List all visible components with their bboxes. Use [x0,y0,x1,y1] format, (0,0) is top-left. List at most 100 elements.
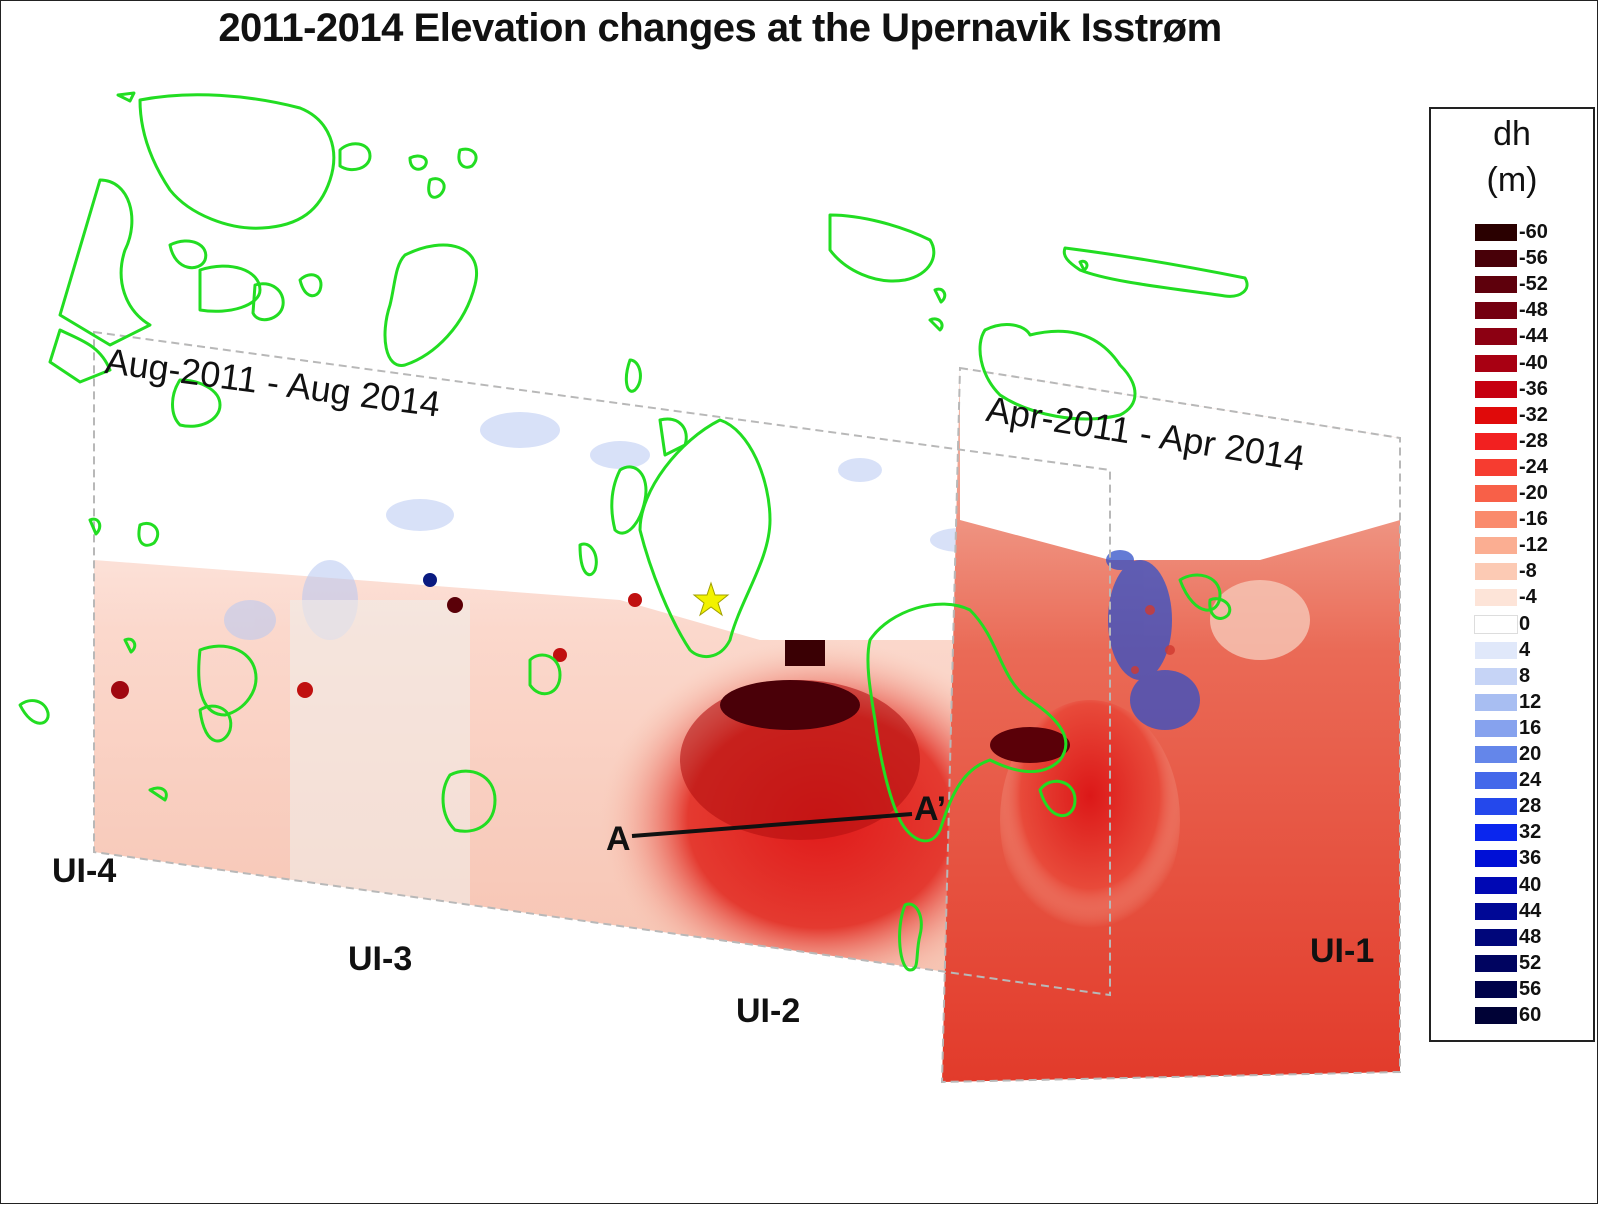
legend-value: 20 [1519,743,1542,765]
legend-swatch [1475,824,1517,842]
legend-value: 36 [1519,847,1542,870]
scene-extent-borders [93,330,1401,1084]
legend-entry: 32 [1431,819,1593,845]
legend-swatch [1475,693,1517,711]
legend-value: 12 [1519,690,1542,713]
legend-entry: 60 [1431,1002,1593,1028]
legend-entry: 52 [1431,950,1593,976]
legend-value: 32 [1519,821,1542,844]
legend-value: 40 [1519,873,1542,896]
profile-end-label: A’ [914,790,947,828]
legend-swatch [1475,980,1517,998]
glacier-label-ui4: UI-4 [52,852,117,890]
legend-swatch [1475,302,1517,320]
legend-swatch [1475,354,1517,372]
legend-value: -36 [1519,377,1548,400]
legend-value: 48 [1519,925,1542,948]
legend-swatch [1475,954,1517,972]
legend-value: -48 [1519,299,1548,322]
legend-value: 16 [1519,716,1542,739]
glacier-label-ui1: UI-1 [1310,932,1375,970]
right-dem-scene [942,368,1400,1082]
legend-unit: (m) [1486,161,1538,199]
legend-entry: -12 [1431,532,1593,558]
legend-entry: -32 [1431,402,1593,428]
legend-value: 56 [1519,977,1542,1000]
legend-value: -56 [1519,247,1548,270]
legend-swatch [1475,328,1517,346]
legend-entry: -8 [1431,558,1593,584]
legend-entry: 36 [1431,845,1593,871]
legend-value: -20 [1519,482,1548,504]
legend-swatch [1474,614,1518,634]
legend-value: -32 [1519,403,1548,426]
legend-swatch [1475,485,1517,502]
legend-swatch [1475,746,1517,763]
legend-swatch [1475,772,1517,790]
legend-swatch [1475,511,1517,529]
legend-entry: 20 [1431,741,1593,767]
legend-swatch [1475,667,1517,685]
legend-value: 60 [1519,1004,1542,1026]
legend-value: -44 [1519,325,1548,348]
legend-swatch [1475,1007,1517,1024]
legend-swatch [1475,589,1517,607]
profile-line [631,812,913,838]
legend-swatch [1475,380,1517,398]
legend-entry: 12 [1431,689,1593,715]
legend-entry: 40 [1431,872,1593,898]
legend-entry: -4 [1431,584,1593,610]
legend-value: 0 [1519,612,1531,635]
legend-swatch [1475,798,1517,816]
legend-swatch [1475,224,1517,241]
legend-entry: -56 [1431,245,1593,271]
legend-entry: -20 [1431,480,1593,506]
legend-swatch [1475,563,1517,581]
legend-value: 28 [1519,795,1542,818]
legend-value: 4 [1519,638,1531,661]
legend-swatch [1475,876,1517,894]
legend-value: 52 [1519,951,1542,974]
profile-start-label: A [606,820,631,858]
legend-entry: -40 [1431,350,1593,376]
legend-swatch [1475,537,1517,555]
legend-entry: 28 [1431,793,1593,819]
legend-entry: -44 [1431,323,1593,349]
legend-swatch [1475,250,1517,268]
legend-title: dh [1493,115,1531,153]
legend-value: -24 [1519,455,1548,478]
legend-entry: -52 [1431,271,1593,297]
legend-entry: 0 [1431,611,1593,637]
legend-swatch [1475,719,1517,737]
legend-entry: -28 [1431,428,1593,454]
legend-entry: 24 [1431,767,1593,793]
legend-entry: -60 [1431,219,1593,245]
legend-swatch [1475,902,1517,920]
legend-entry: -24 [1431,454,1593,480]
legend-value: -52 [1519,273,1548,296]
coastline-outlines [18,91,1249,972]
legend-entry: 56 [1431,976,1593,1002]
star-marker [692,581,730,617]
color-legend: dh (m) -60 -56 -52 -48 -44 -40 -36 -32 -28 -24 -20… [1429,107,1595,1042]
legend-value: -4 [1519,586,1537,609]
legend-entry: -16 [1431,506,1593,532]
legend-value: -12 [1519,534,1548,557]
legend-entry: 4 [1431,637,1593,663]
legend-entry: 8 [1431,663,1593,689]
legend-swatch [1475,928,1517,946]
legend-swatch [1475,432,1517,450]
legend-entry: 44 [1431,898,1593,924]
legend-value: 8 [1519,664,1531,687]
legend-value: -40 [1519,351,1548,374]
legend-swatch [1475,641,1517,659]
legend-value: -60 [1519,221,1548,243]
legend-value: 24 [1519,769,1542,792]
figure-title: 2011-2014 Elevation changes at the Upern… [218,6,1222,50]
legend-value: 44 [1519,899,1542,922]
legend-swatch [1475,850,1517,868]
glacier-label-ui3: UI-3 [348,940,413,978]
legend-swatch [1475,406,1517,424]
legend-entry: 16 [1431,715,1593,741]
